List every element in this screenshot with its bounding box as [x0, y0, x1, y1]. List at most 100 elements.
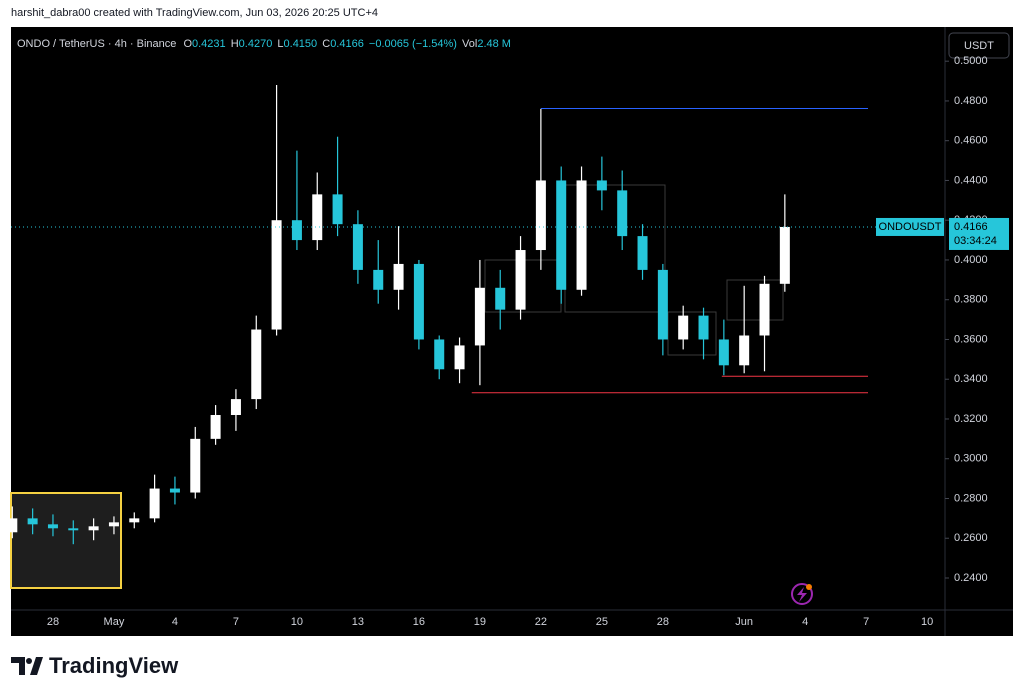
price-tick-label: 0.4400: [954, 174, 988, 186]
volume-label: Vol: [462, 38, 477, 50]
price-tick-label: 0.4600: [954, 135, 988, 147]
date-tick-label: 28: [657, 616, 669, 628]
candle-body: [739, 335, 750, 366]
candle-body: [332, 194, 343, 225]
low-label: L: [277, 38, 283, 50]
candle-body: [230, 399, 241, 416]
price-tick-label: 0.2800: [954, 492, 988, 504]
symbol-tag-label: ONDOUSDT: [879, 221, 942, 233]
candle-body: [352, 224, 363, 270]
date-tick-label: 22: [535, 616, 547, 628]
candle-body: [535, 180, 546, 251]
date-tick-label: 4: [172, 616, 178, 628]
symbol: ONDO / TetherUS · 4h · Binance: [17, 38, 176, 50]
candle-body: [617, 190, 628, 237]
candle-body: [88, 526, 99, 531]
date-tick-label: Jun: [735, 616, 753, 628]
date-tick-label: 10: [291, 616, 303, 628]
currency-button[interactable]: [948, 32, 1010, 59]
plot-area: [7, 85, 868, 589]
candle-body: [27, 518, 38, 525]
date-tick-label: 10: [921, 616, 933, 628]
alert-icon-bolt: [797, 587, 807, 602]
candle-body: [210, 415, 221, 439]
date-tick-label: 16: [413, 616, 425, 628]
candle-body: [149, 488, 160, 519]
candle-body: [251, 329, 262, 400]
open-label: O: [183, 38, 192, 50]
candle-body: [678, 315, 689, 340]
highlight-box: [10, 492, 122, 589]
volume-value: 2.48 M: [477, 38, 511, 50]
currency-button-label: USDT: [964, 40, 994, 52]
date-tick-label: May: [104, 616, 125, 628]
price-tick-label: 0.3200: [954, 413, 988, 425]
candle-body: [657, 269, 668, 340]
candle-body: [393, 263, 404, 290]
candle-body: [312, 194, 323, 241]
price-tick-label: 0.3600: [954, 333, 988, 345]
symbol-tag: [876, 217, 944, 236]
candle-body: [108, 522, 119, 527]
footer-logo: TradingView: [11, 653, 179, 678]
countdown-label: 03:34:24: [954, 235, 997, 247]
candle-body: [413, 263, 424, 340]
candle-body: [759, 283, 770, 336]
candle-body: [47, 524, 58, 529]
date-tick-label: 28: [47, 616, 59, 628]
candle-body: [718, 339, 729, 366]
close-label: C: [322, 38, 330, 50]
candle-body: [637, 236, 648, 270]
candle-body: [169, 488, 180, 493]
candle-body: [7, 518, 18, 533]
price-tick-label: 0.2600: [954, 532, 988, 544]
candle-body: [495, 287, 506, 310]
candle-body: [515, 250, 526, 310]
candle-body: [373, 269, 384, 290]
candle-body: [190, 438, 201, 493]
date-tick-label: 7: [233, 616, 239, 628]
date-tick-label: 25: [596, 616, 608, 628]
change-value: −0.0065 (−1.54%): [369, 38, 457, 50]
chart-panel: [11, 27, 1013, 636]
alert-dot: [806, 584, 812, 590]
candle-body: [454, 345, 465, 370]
price-tag: [949, 217, 1009, 250]
candle-body: [271, 220, 282, 330]
logo-text: TradingView: [49, 653, 179, 678]
candle-body: [474, 287, 485, 346]
alert-icon[interactable]: [791, 583, 813, 605]
candle-body: [68, 528, 79, 531]
candle-body: [129, 518, 140, 523]
price-tick-label: 0.2400: [954, 572, 988, 584]
zone-box: [726, 279, 784, 321]
candle-body: [291, 220, 302, 241]
price-tick-label: 0.3400: [954, 373, 988, 385]
date-tick-label: 13: [352, 616, 364, 628]
close-value: 0.4166: [330, 38, 364, 50]
logo-mark: [11, 657, 43, 675]
price-tick-label: 0.5000: [954, 55, 988, 67]
date-tick-label: 7: [863, 616, 869, 628]
high-value: 0.4270: [239, 38, 273, 50]
candle-body: [576, 180, 587, 290]
open-value: 0.4231: [192, 38, 226, 50]
price-tick-label: 0.3800: [954, 294, 988, 306]
price-tick-label: 0.4000: [954, 254, 988, 266]
candle-body: [434, 339, 445, 370]
ohlc-legend: ONDO / TetherUS · 4h · Binance O0.4231 H…: [17, 38, 511, 50]
candle-body: [698, 315, 709, 340]
price-tick-label: 0.3000: [954, 453, 988, 465]
date-tick-label: 4: [802, 616, 808, 628]
low-value: 0.4150: [284, 38, 318, 50]
credit-line: harshit_dabra00 created with TradingView…: [11, 7, 378, 19]
candle-body: [596, 180, 607, 191]
date-tick-label: 19: [474, 616, 486, 628]
price-tick-label: 0.4800: [954, 95, 988, 107]
price-tag-label: 0.4166: [954, 221, 988, 233]
high-label: H: [231, 38, 239, 50]
candle-body: [779, 226, 790, 284]
zone-box: [667, 311, 717, 356]
candle-body: [556, 180, 567, 290]
